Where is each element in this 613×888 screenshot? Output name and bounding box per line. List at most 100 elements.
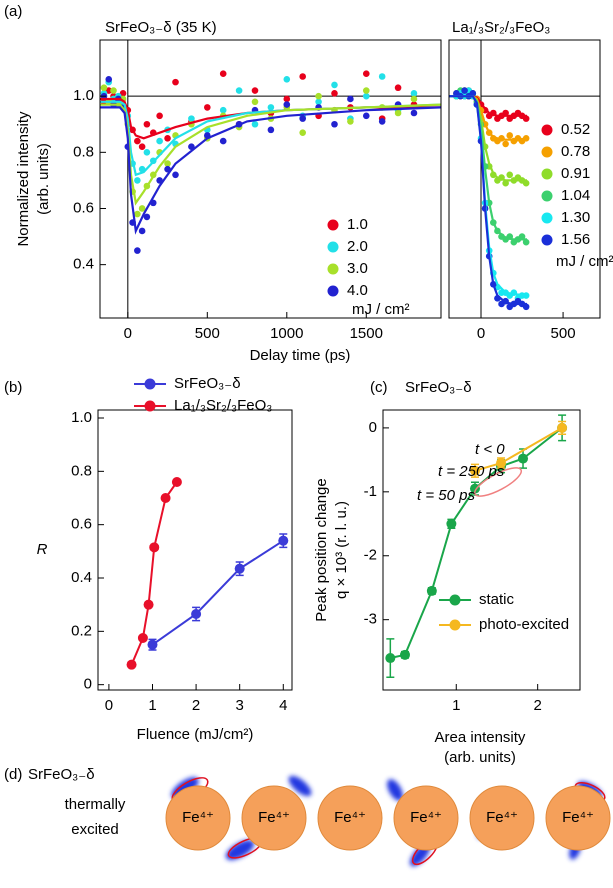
data-point (134, 247, 141, 254)
y-tick-label: 0 (84, 676, 92, 693)
data-point (164, 160, 171, 167)
annotation: t < 0 (475, 441, 505, 458)
x-tick-label: 500 (195, 325, 220, 342)
plot-frame (99, 39, 442, 319)
data-point (399, 649, 410, 660)
data-point (362, 112, 370, 120)
data-point (143, 149, 151, 156)
atom (545, 785, 611, 851)
data-point (149, 542, 160, 553)
y-tick-label: -2 (364, 547, 377, 564)
x-tick-label: 4 (279, 697, 287, 714)
data-point (156, 137, 163, 145)
data-point (251, 87, 259, 94)
data-point (362, 87, 370, 94)
legend-label: 4.0 (347, 282, 368, 299)
chart-title: La₁/₃Sr₂/₃FeO₃ (452, 19, 550, 36)
chart-title: SrFeO₃₋δ (405, 379, 472, 396)
x-tick-label: 1000 (270, 325, 303, 342)
data-point (557, 422, 568, 433)
legend-label: 1.30 (561, 209, 590, 226)
x-axis-label: Area intensity (435, 729, 526, 746)
data-point (426, 585, 437, 596)
x-tick-label: 1 (148, 697, 156, 714)
legend-marker (327, 285, 339, 297)
y-tick-label: 0.6 (71, 516, 92, 533)
x-axis-label: Delay time (ps) (250, 347, 351, 364)
y-tick-label: 1.0 (73, 87, 94, 104)
fit-curve (100, 106, 441, 235)
data-point (267, 104, 275, 111)
panel: (a) SrFeO₃₋δ (35 K) Normalized intensity (a… (4, 3, 442, 364)
x-tick-label: 0 (105, 697, 113, 714)
atom (317, 785, 383, 851)
data-point (522, 238, 530, 246)
data-point (134, 137, 141, 145)
legend-marker (144, 378, 156, 390)
data-point (518, 453, 529, 464)
data-point (119, 90, 127, 97)
atom-label: Fe⁴⁺ (486, 809, 518, 826)
legend-label: 0.52 (561, 121, 590, 138)
panel-label: (b) (4, 379, 22, 396)
atom (241, 785, 307, 851)
legend-marker (327, 241, 339, 253)
data-point (378, 118, 386, 125)
legend-label: 2.0 (347, 238, 368, 255)
y-tick-label: 0.4 (71, 569, 92, 586)
data-point (410, 95, 418, 103)
atom (165, 785, 231, 851)
data-point (138, 143, 146, 151)
y-tick-label: 0.6 (73, 199, 94, 216)
plot-area (449, 40, 600, 318)
data-point (156, 112, 163, 120)
data-point (219, 106, 227, 114)
data-point (134, 210, 141, 218)
y-axis-label: (arb. units) (35, 143, 52, 215)
panel-label: (a) (4, 3, 22, 20)
data-point (160, 493, 171, 503)
data-point (126, 659, 137, 670)
data-point (283, 76, 291, 83)
data-point (394, 84, 402, 92)
x-tick-label: 0 (477, 325, 485, 342)
data-point (235, 87, 243, 94)
caption: excited (71, 821, 119, 838)
y-axis-label: q × 10³ (r. l. u.) (333, 501, 350, 599)
data-point (394, 109, 402, 117)
plot-area (100, 40, 441, 318)
panel: (b) R Fluence (mJ/cm²) 0 0.2 0.4 0.6 0.8 1.0 0 1 2 3… (4, 375, 293, 743)
spin-blobs (171, 775, 603, 867)
x-tick-label: 1500 (350, 325, 383, 342)
data-point (410, 90, 418, 97)
x-tick-label: 0 (124, 325, 132, 342)
atom-label: Fe⁴⁺ (182, 809, 214, 826)
y-tick-label: 0.2 (71, 622, 92, 639)
x-tick-label: 3 (236, 697, 244, 714)
annotation: t = 50 ps (417, 487, 475, 504)
x-tick-label: 2 (192, 697, 200, 714)
atom (393, 785, 459, 851)
data-point (362, 92, 370, 100)
data-point (299, 73, 306, 80)
y-tick-label: 1.0 (71, 409, 92, 426)
data-point (299, 115, 306, 122)
data-point (105, 76, 113, 83)
legend-marker (327, 263, 339, 275)
legend-label: photo-excited (479, 616, 569, 633)
y-axis-label: Normalized intensity (15, 111, 32, 247)
legend-label: 3.0 (347, 260, 368, 277)
y-tick-label: 0 (369, 419, 377, 436)
panel-label: (c) (370, 379, 388, 396)
y-tick-label: 0.4 (73, 256, 94, 273)
y-tick-label: 0.8 (73, 143, 94, 160)
data-point (188, 115, 195, 122)
x-tick-label: 1 (452, 697, 460, 714)
legend-marker (541, 212, 553, 224)
data-point (502, 179, 509, 187)
data-point (143, 599, 154, 610)
atom (469, 785, 535, 851)
data-point (469, 465, 480, 476)
legend-marker (449, 594, 461, 606)
data-point (138, 205, 146, 212)
